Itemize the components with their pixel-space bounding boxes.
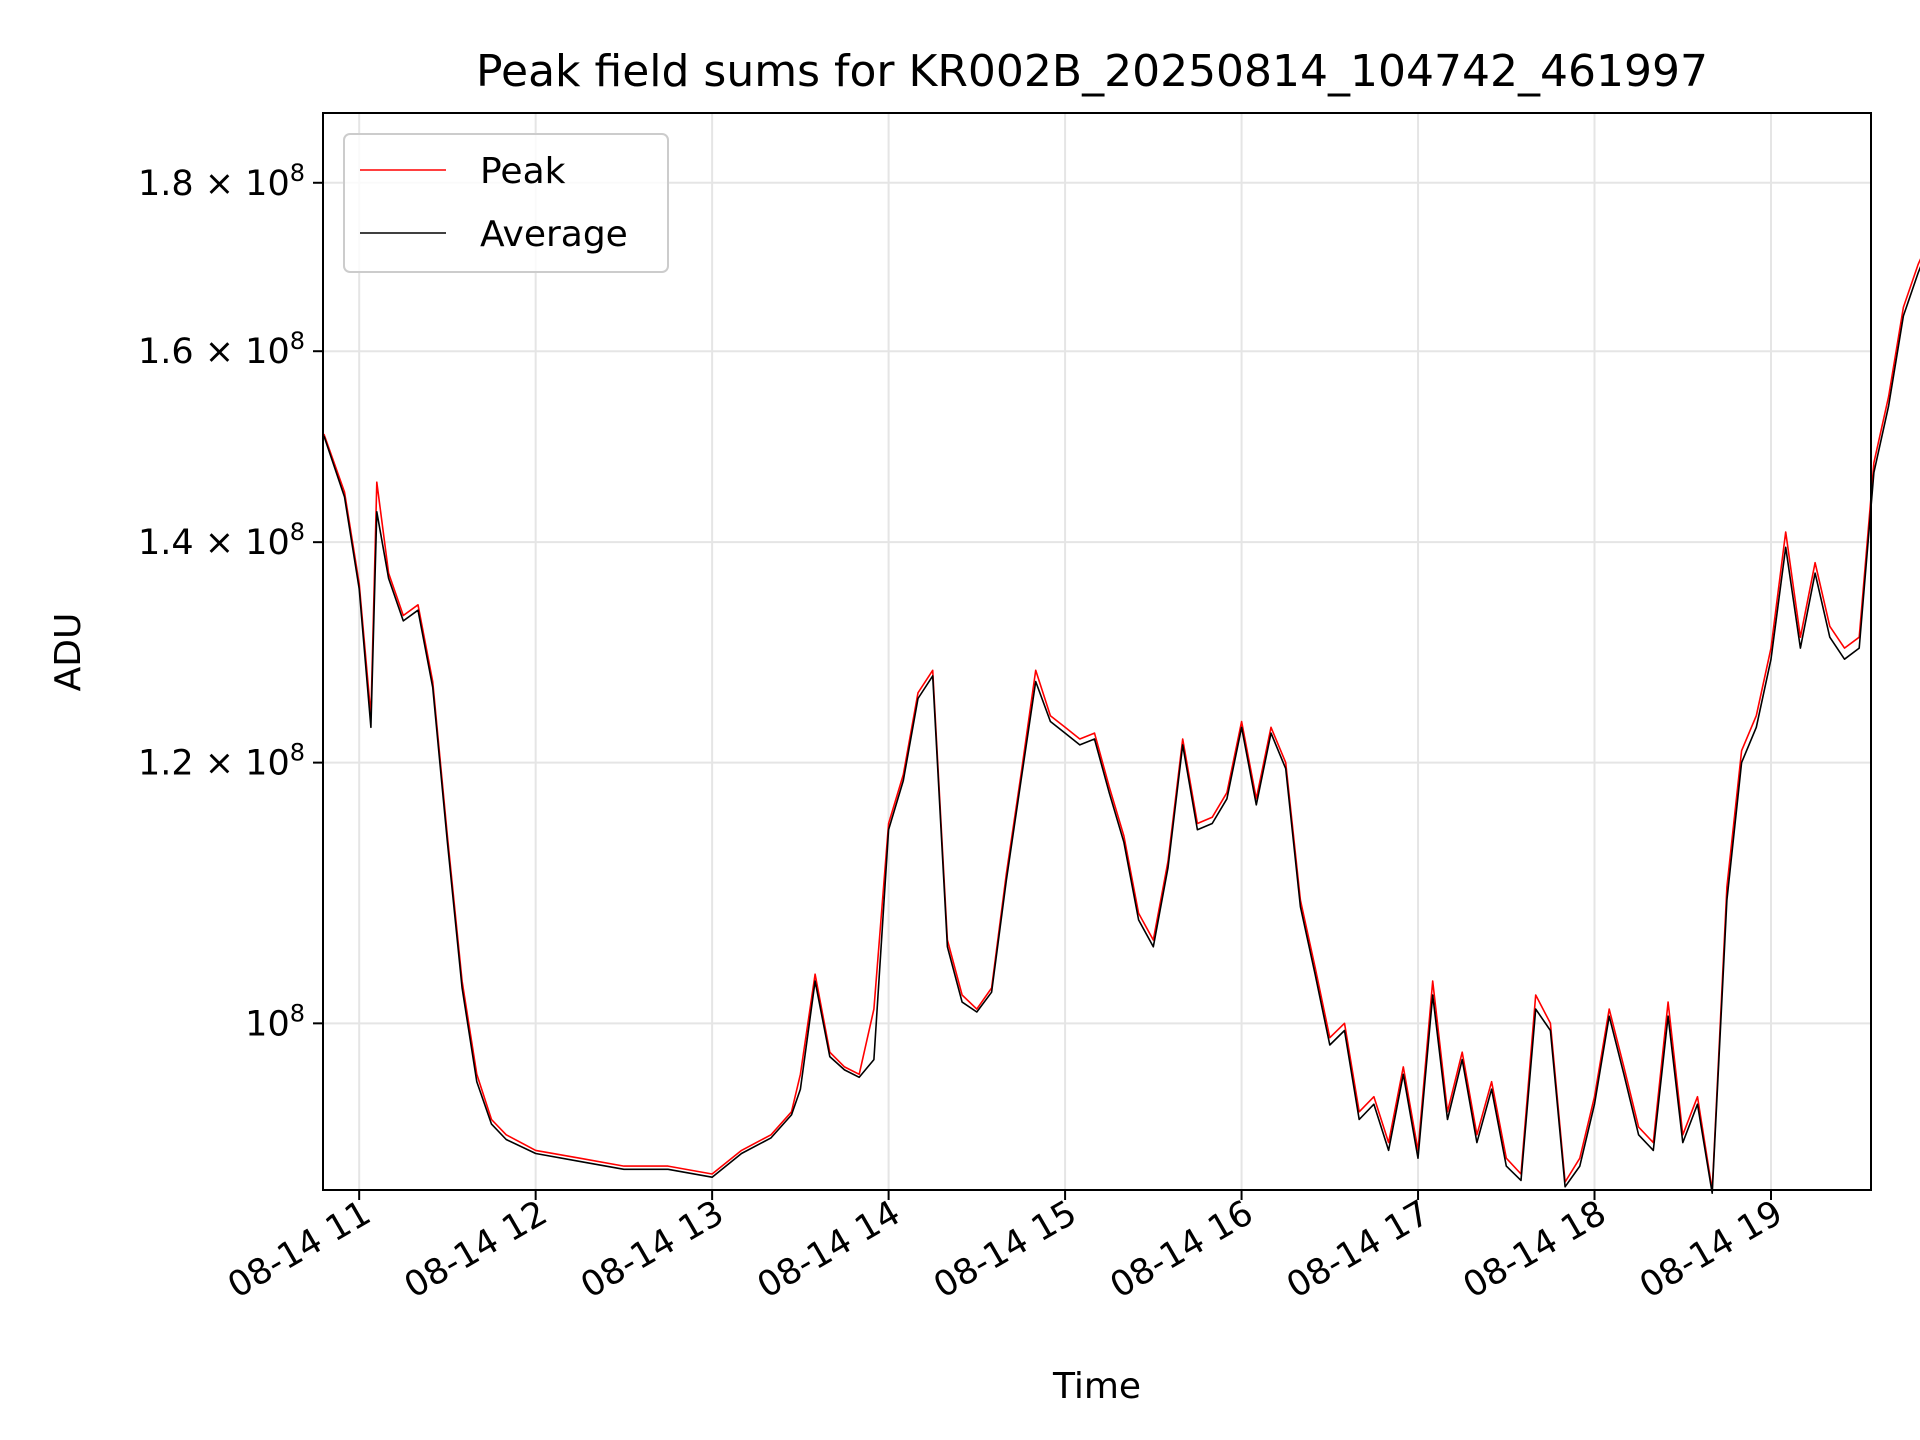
legend-label-average: Average — [480, 214, 628, 255]
legend-label-peak: Peak — [480, 151, 566, 192]
y-tick-label: 108 — [245, 999, 305, 1044]
y-tick-label: 1.6 × 108 — [138, 327, 305, 372]
plot-frame — [322, 112, 1872, 1191]
legend: Peak Average — [343, 133, 669, 273]
y-axis-label: ADU — [48, 613, 89, 692]
series-lines — [323, 258, 1920, 1194]
y-tick-label: 1.8 × 108 — [138, 159, 305, 204]
series-line-peak — [323, 258, 1920, 1191]
legend-box — [343, 133, 669, 273]
y-tick-label: 1.4 × 108 — [138, 518, 305, 563]
grid — [323, 113, 1871, 1190]
x-axis-label: Time — [1052, 1366, 1141, 1407]
series-line-average — [323, 265, 1920, 1194]
chart-title: Peak field sums for KR002B_20250814_1047… — [476, 46, 1708, 97]
y-tick-label: 1.2 × 108 — [138, 739, 305, 784]
